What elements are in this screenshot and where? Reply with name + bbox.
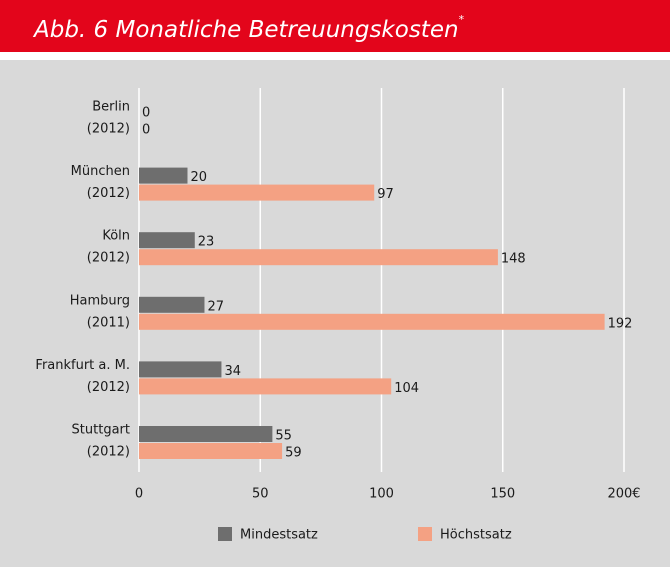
value-label: 20: [191, 170, 208, 185]
legend-swatch: [218, 527, 232, 541]
y-tick-label: (2012): [87, 380, 130, 395]
y-tick-label: München: [71, 164, 130, 179]
value-label: 192: [608, 316, 633, 331]
value-label: 148: [501, 252, 526, 267]
y-tick-label: (2012): [87, 251, 130, 266]
plot-panel: [0, 60, 670, 567]
title-bar: [0, 0, 670, 52]
bar: [139, 443, 283, 459]
value-label: 104: [394, 381, 419, 396]
bar: [139, 167, 188, 184]
bar: [139, 313, 605, 330]
value-label: 34: [224, 364, 241, 379]
bar: [139, 296, 205, 313]
title-gap: [0, 52, 670, 56]
x-tick-label: 100: [369, 487, 394, 502]
y-tick-label: Stuttgart: [72, 423, 130, 438]
bar: [139, 232, 195, 249]
value-label: 23: [198, 235, 215, 250]
legend-swatch: [418, 527, 432, 541]
bar: [139, 361, 222, 378]
value-label: 59: [285, 446, 302, 461]
x-tick-label: 50: [252, 487, 269, 502]
bar: [139, 249, 498, 266]
y-tick-label: Hamburg: [70, 293, 130, 308]
y-tick-label: (2012): [87, 122, 130, 137]
bar: [139, 378, 392, 395]
y-tick-label: (2012): [87, 186, 130, 201]
value-label: 55: [275, 429, 292, 444]
y-tick-label: (2012): [87, 445, 130, 460]
y-tick-label: Köln: [102, 229, 130, 244]
value-label: 0: [142, 106, 150, 121]
chart-title: Abb. 6 Monatliche Betreuungskosten*: [32, 13, 465, 43]
bar: [139, 184, 375, 201]
legend-label: Mindestsatz: [240, 528, 318, 543]
bar: [139, 426, 273, 442]
y-tick-label: Frankfurt a. M.: [35, 358, 130, 373]
value-label: 0: [142, 123, 150, 138]
y-tick-label: Berlin: [92, 100, 130, 115]
x-tick-label: 150: [490, 487, 515, 502]
title-mark: *: [459, 13, 465, 26]
title-text: Abb. 6 Monatliche Betreuungskosten: [32, 17, 459, 43]
x-tick-label: 0: [135, 487, 143, 502]
x-tick-label: 200€: [607, 487, 640, 502]
value-label: 27: [207, 299, 224, 314]
y-tick-label: (2011): [87, 315, 130, 330]
legend-label: Höchstsatz: [440, 528, 512, 543]
value-label: 97: [377, 187, 394, 202]
